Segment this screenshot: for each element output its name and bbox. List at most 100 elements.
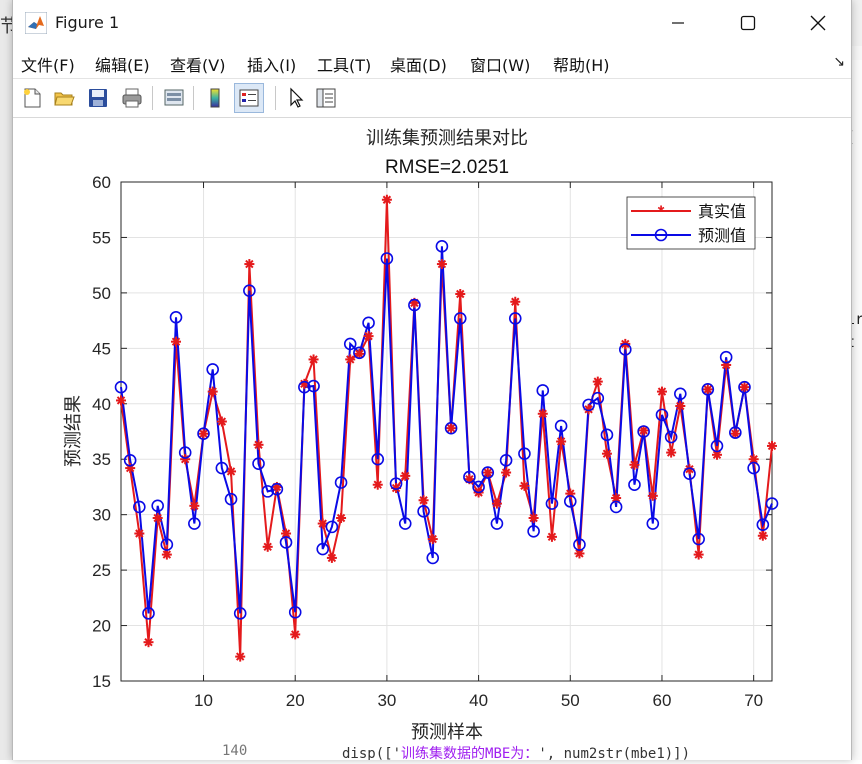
minimize-button[interactable] bbox=[643, 0, 713, 46]
predicted-point bbox=[398, 517, 412, 530]
actual-point-stroke bbox=[428, 534, 437, 544]
print-preview-icon bbox=[164, 89, 184, 106]
menu-file[interactable]: 文件(F) bbox=[21, 56, 75, 75]
print-button[interactable] bbox=[117, 83, 147, 113]
y-tick-label: 25 bbox=[92, 561, 111, 580]
actual-point bbox=[317, 518, 328, 529]
actual-point bbox=[675, 400, 686, 411]
y-tick-label: 60 bbox=[92, 173, 111, 192]
predicted-point bbox=[169, 310, 183, 324]
new-figure-button[interactable] bbox=[17, 83, 47, 113]
predicted-point bbox=[408, 298, 421, 312]
predicted-point bbox=[738, 380, 751, 394]
predicted-point bbox=[298, 380, 311, 394]
actual-point-stroke bbox=[529, 513, 538, 523]
actual-point bbox=[326, 552, 337, 563]
legend-box[interactable]: * 真实值 预测值 bbox=[626, 196, 756, 250]
actual-point-stroke bbox=[602, 449, 612, 458]
print-preview-button[interactable] bbox=[159, 83, 189, 113]
predicted-point bbox=[664, 430, 678, 444]
predicted-point bbox=[518, 447, 531, 460]
predicted-point bbox=[188, 517, 201, 530]
colorbar-button[interactable] bbox=[200, 83, 230, 113]
menu-desktop[interactable]: 桌面(D) bbox=[390, 56, 447, 75]
predicted-point bbox=[261, 485, 275, 498]
property-inspector-icon bbox=[316, 88, 336, 108]
actual-point-stroke bbox=[676, 401, 685, 411]
maximize-button[interactable] bbox=[713, 0, 783, 46]
menu-bar: 文件(F) 编辑(E) 查看(V) 插入(I) 工具(T) 桌面(D) 窗口(W… bbox=[13, 46, 851, 79]
actual-point-stroke bbox=[162, 550, 172, 559]
open-file-button[interactable] bbox=[49, 83, 79, 113]
actual-point bbox=[207, 386, 218, 397]
actual-point-stroke bbox=[575, 549, 584, 558]
predicted-point bbox=[288, 605, 302, 619]
save-button[interactable] bbox=[83, 83, 113, 113]
actual-point bbox=[381, 194, 392, 205]
actual-point-stroke bbox=[666, 448, 676, 457]
predicted-point bbox=[334, 476, 348, 489]
actual-point-stroke bbox=[245, 259, 254, 269]
predicted-point bbox=[710, 439, 724, 453]
predicted-point bbox=[527, 524, 540, 538]
x-tick-label: 30 bbox=[377, 691, 396, 710]
actual-point bbox=[510, 296, 521, 307]
actual-point bbox=[574, 548, 585, 559]
actual-point bbox=[647, 490, 658, 501]
maximize-icon bbox=[740, 15, 756, 31]
menu-help[interactable]: 帮助(H) bbox=[553, 56, 610, 75]
close-button[interactable] bbox=[783, 0, 853, 46]
predicted-point bbox=[417, 505, 430, 518]
actual-point bbox=[244, 259, 255, 270]
actual-point-stroke bbox=[318, 519, 327, 528]
actual-point-stroke bbox=[520, 481, 529, 491]
predicted-point bbox=[609, 500, 623, 514]
menu-view[interactable]: 查看(V) bbox=[170, 56, 226, 75]
actual-point-stroke bbox=[373, 480, 382, 489]
title-bar[interactable]: Figure 1 bbox=[13, 0, 851, 46]
actual-point-stroke bbox=[501, 468, 511, 477]
menu-tools[interactable]: 工具(T) bbox=[317, 56, 372, 75]
predicted-point bbox=[426, 551, 440, 565]
predicted-point bbox=[472, 480, 485, 494]
actual-point bbox=[226, 466, 237, 477]
y-tick-label: 55 bbox=[92, 228, 111, 247]
actual-point bbox=[216, 416, 227, 427]
predicted-point bbox=[637, 425, 650, 438]
predicted-point bbox=[444, 421, 458, 435]
predicted-point bbox=[563, 495, 577, 508]
y-tick-label: 30 bbox=[92, 506, 111, 525]
predicted-point bbox=[765, 497, 779, 510]
menu-edit[interactable]: 编辑(E) bbox=[95, 56, 150, 75]
predicted-point bbox=[508, 312, 522, 325]
actual-point-stroke bbox=[639, 426, 648, 435]
actual-point bbox=[345, 354, 356, 365]
y-tick-label: 35 bbox=[92, 450, 111, 469]
dock-figure-icon[interactable]: ↘ bbox=[833, 54, 845, 70]
legend-button[interactable] bbox=[234, 83, 264, 113]
actual-point bbox=[757, 530, 768, 541]
actual-point-stroke bbox=[419, 496, 428, 505]
actual-point-stroke bbox=[355, 349, 364, 359]
actual-point bbox=[629, 459, 640, 470]
predicted-point bbox=[389, 477, 403, 490]
predicted-point bbox=[582, 398, 595, 412]
predicted-point bbox=[114, 380, 128, 394]
menu-window[interactable]: 窗口(W) bbox=[470, 56, 531, 75]
actual-point-stroke bbox=[171, 337, 181, 346]
property-inspector-button[interactable] bbox=[311, 83, 341, 113]
actual-point-stroke bbox=[694, 550, 703, 559]
actual-point-stroke bbox=[235, 652, 245, 661]
actual-point bbox=[161, 549, 172, 560]
figure-canvas: 训练集预测结果对比 RMSE=2.0251 10 20 30 40 50 60 70 15 20… bbox=[13, 118, 851, 760]
predicted-point bbox=[215, 461, 229, 475]
predicted-point bbox=[719, 350, 733, 364]
actual-point-stroke bbox=[538, 409, 547, 418]
predicted-point bbox=[206, 363, 219, 376]
menu-insert[interactable]: 插入(I) bbox=[247, 56, 297, 75]
edit-plot-button[interactable] bbox=[281, 83, 311, 113]
actual-point-stroke bbox=[611, 493, 621, 503]
predicted-point bbox=[197, 427, 210, 441]
actual-point bbox=[519, 480, 530, 491]
predicted-point bbox=[729, 426, 742, 439]
